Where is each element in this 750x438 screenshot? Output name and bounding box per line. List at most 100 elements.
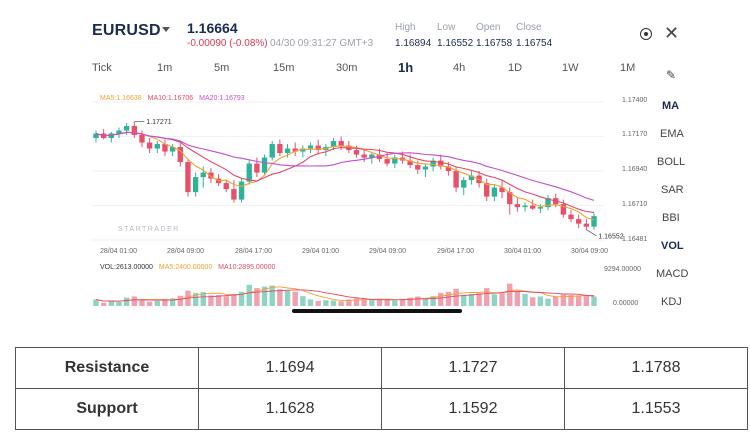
price-axis-label: 1.16940 [622, 166, 648, 173]
timeframe-15m[interactable]: 15m [273, 62, 295, 74]
volume-bar [261, 286, 268, 306]
timeframe-1w[interactable]: 1W [562, 62, 579, 74]
candlestick-chart[interactable]: 1.17271 1.16552 [0, 0, 750, 320]
candle-up [238, 181, 245, 200]
timeframe-1h[interactable]: 1h [398, 60, 414, 75]
volume-bar [300, 296, 306, 306]
candle-down [514, 204, 521, 208]
close-icon[interactable]: ✕ [664, 23, 680, 43]
volume-bar [438, 292, 444, 306]
candle-down [315, 145, 321, 151]
table-row: Resistance 1.1694 1.1727 1.1788 [15, 347, 748, 389]
candle-up [591, 216, 597, 227]
indicator-bbi[interactable]: BBI [662, 212, 680, 224]
timeframe-1m[interactable]: 1m [157, 62, 173, 74]
volume-bar [476, 293, 482, 306]
volume-bar [284, 290, 291, 306]
candle-up [269, 144, 275, 158]
candle-up [116, 130, 122, 134]
volume-bar [146, 301, 153, 306]
high-marker-label: 1.17271 [146, 119, 171, 126]
candle-down [177, 147, 183, 163]
candle-down [277, 144, 283, 154]
candle-down [292, 148, 298, 152]
time-axis-label: 28/04 09:00 [167, 248, 204, 255]
price-axis-label: 1.16481 [622, 236, 648, 243]
volume-bar [162, 299, 168, 306]
time-axis-label: 28/04 17:00 [235, 248, 272, 255]
target-icon[interactable] [640, 28, 652, 40]
volume-axis-label: 0.00000 [613, 300, 639, 307]
volume-bars [93, 283, 597, 306]
volume-bar [353, 298, 360, 306]
timeframe-30m[interactable]: 30m [336, 62, 358, 74]
volume-axis-label: 9294.00000 [604, 266, 641, 273]
low-marker-label: 1.16552 [598, 234, 623, 241]
watermark: STARTRADER [118, 226, 180, 233]
volume-legend: VOL:2613.00000 MA5:2400.00000 MA10:2895.… [100, 264, 275, 271]
indicator-sar[interactable]: SAR [661, 184, 684, 196]
chevron-down-icon[interactable] [162, 27, 170, 32]
timeframe-1d[interactable]: 1D [508, 62, 523, 74]
volume-bar [307, 299, 314, 306]
stat-open-label: Open [476, 22, 501, 33]
volume-bar [583, 296, 590, 306]
candle-up [192, 177, 199, 193]
indicator-ma[interactable]: MA [662, 100, 680, 112]
candles [93, 121, 597, 230]
volume-bar [376, 299, 383, 306]
candle-up [468, 175, 475, 181]
volume-bar [392, 300, 398, 306]
moving-averages [95, 131, 595, 221]
timeframe-4h[interactable]: 4h [453, 62, 466, 74]
volume-bar [553, 296, 559, 306]
volume-bar [208, 295, 214, 306]
candle-up [392, 157, 398, 164]
volume-bar [93, 299, 99, 306]
ma5-line [95, 131, 595, 221]
candle-down [583, 223, 590, 227]
ma20-line [95, 131, 595, 201]
resistance-value: 1.1788 [564, 347, 748, 389]
volume-bar [361, 298, 367, 306]
candle-up [300, 148, 306, 152]
indicator-boll[interactable]: BOLL [657, 156, 686, 168]
indicator-macd[interactable]: MACD [656, 268, 689, 280]
time-axis-label: 29/04 17:00 [437, 248, 474, 255]
stat-close-value: 1.16754 [516, 38, 553, 49]
candle-down [499, 187, 505, 193]
candle-down [438, 160, 444, 167]
pencil-icon[interactable]: ✎ [666, 68, 677, 82]
volume-moving-averages [95, 286, 595, 302]
timeframe-5m[interactable]: 5m [214, 62, 230, 74]
volume-bar [560, 294, 567, 306]
candle-down [361, 154, 367, 158]
volume-bar [514, 291, 521, 306]
indicator-ema[interactable]: EMA [660, 128, 684, 140]
resistance-label: Resistance [15, 347, 199, 389]
time-axis-label: 30/04 01:00 [504, 248, 541, 255]
candle-up [307, 145, 314, 149]
price-change: -0.00090 (-0.08%) [187, 38, 268, 49]
volume-bar [491, 294, 498, 306]
candle-up [246, 163, 252, 182]
ma-legend: MA5:1.16638 MA10:1.16706 MA20:1.16793 [100, 95, 245, 102]
candle-down [208, 172, 214, 179]
vol-ma10-line [95, 289, 595, 302]
candle-down [223, 183, 229, 190]
candle-up [537, 207, 544, 209]
candle-up [93, 133, 99, 139]
indicator-vol[interactable]: VOL [661, 240, 684, 252]
candle-up [123, 126, 130, 131]
volume-bar [100, 302, 107, 306]
volume-bar [154, 300, 160, 306]
stat-high-label: High [395, 22, 416, 33]
vol-ma5-legend: MA5:2400.00000 [158, 264, 213, 271]
symbol-selector[interactable]: EURUSD [92, 22, 161, 39]
volume-bar [292, 291, 298, 306]
volume-bar [277, 289, 283, 306]
volume-bar [537, 296, 544, 306]
indicator-kdj[interactable]: KDJ [661, 296, 682, 308]
timeframe-1m-month[interactable]: 1M [620, 62, 636, 74]
timeframe-tick[interactable]: Tick [92, 62, 112, 74]
